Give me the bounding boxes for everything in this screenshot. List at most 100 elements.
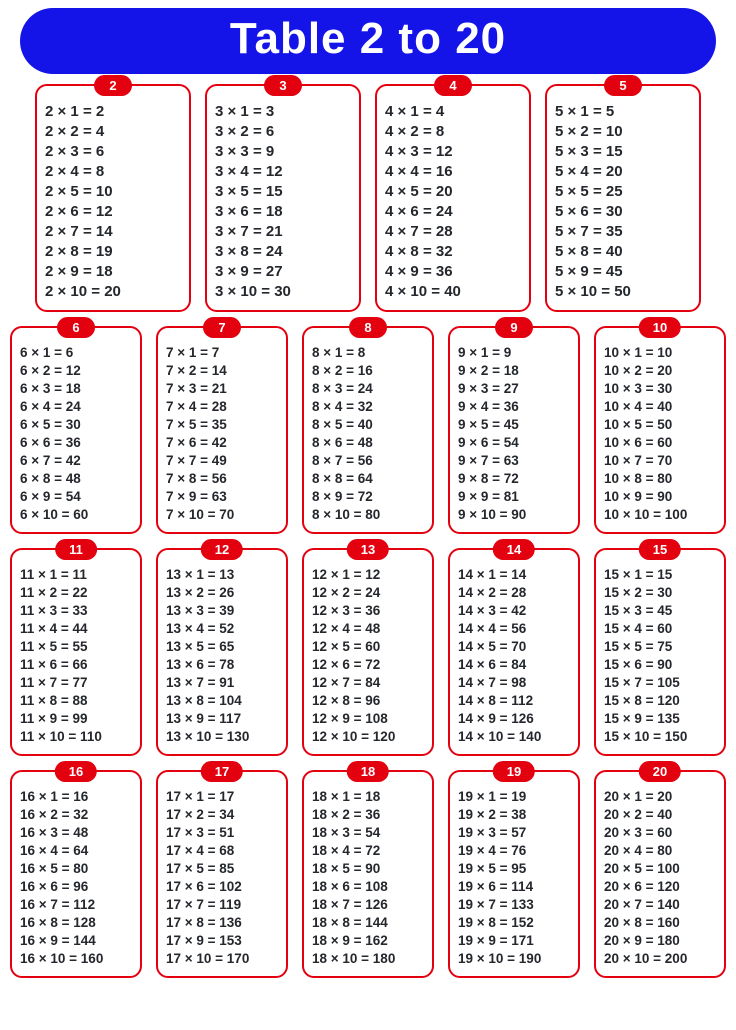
table-card-4: 44 × 1 = 44 × 2 = 84 × 3 = 124 × 4 = 164… xyxy=(375,84,531,312)
table-line: 4 × 6 = 24 xyxy=(385,202,521,222)
table-line: 20 × 5 = 100 xyxy=(604,860,716,878)
table-line: 18 × 1 = 18 xyxy=(312,788,424,806)
table-line: 15 × 2 = 30 xyxy=(604,584,716,602)
table-card-7: 77 × 1 = 77 × 2 = 147 × 3 = 217 × 4 = 28… xyxy=(156,326,288,534)
table-card-6: 66 × 1 = 66 × 2 = 126 × 3 = 186 × 4 = 24… xyxy=(10,326,142,534)
table-badge: 20 xyxy=(639,761,681,782)
table-line: 4 × 9 = 36 xyxy=(385,262,521,282)
table-line: 18 × 5 = 90 xyxy=(312,860,424,878)
table-line: 11 × 10 = 110 xyxy=(20,728,132,746)
table-line: 9 × 2 = 18 xyxy=(458,362,570,380)
table-line: 14 × 7 = 98 xyxy=(458,674,570,692)
table-line: 3 × 5 = 15 xyxy=(215,182,351,202)
table-line: 17 × 6 = 102 xyxy=(166,878,278,896)
table-line: 19 × 4 = 76 xyxy=(458,842,570,860)
table-line: 6 × 10 = 60 xyxy=(20,506,132,524)
table-line: 17 × 3 = 51 xyxy=(166,824,278,842)
table-badge: 5 xyxy=(604,75,642,96)
table-line: 4 × 3 = 12 xyxy=(385,142,521,162)
table-line: 9 × 5 = 45 xyxy=(458,416,570,434)
table-lines: 3 × 1 = 33 × 2 = 63 × 3 = 93 × 4 = 123 ×… xyxy=(215,102,351,302)
table-lines: 18 × 1 = 1818 × 2 = 3618 × 3 = 5418 × 4 … xyxy=(312,788,424,968)
table-badge: 3 xyxy=(264,75,302,96)
table-line: 18 × 10 = 180 xyxy=(312,950,424,968)
table-badge: 19 xyxy=(493,761,535,782)
table-row: 1616 × 1 = 1616 × 2 = 3216 × 3 = 4816 × … xyxy=(10,770,726,978)
table-line: 19 × 7 = 133 xyxy=(458,896,570,914)
table-line: 14 × 6 = 84 xyxy=(458,656,570,674)
table-line: 13 × 1 = 13 xyxy=(166,566,278,584)
table-line: 11 × 1 = 11 xyxy=(20,566,132,584)
table-line: 2 × 8 = 19 xyxy=(45,242,181,262)
table-card-8: 88 × 1 = 88 × 2 = 168 × 3 = 248 × 4 = 32… xyxy=(302,326,434,534)
table-badge: 8 xyxy=(349,317,387,338)
table-line: 13 × 10 = 130 xyxy=(166,728,278,746)
table-line: 4 × 1 = 4 xyxy=(385,102,521,122)
table-line: 20 × 1 = 20 xyxy=(604,788,716,806)
table-line: 3 × 8 = 24 xyxy=(215,242,351,262)
table-line: 19 × 8 = 152 xyxy=(458,914,570,932)
table-line: 18 × 3 = 54 xyxy=(312,824,424,842)
table-line: 8 × 4 = 32 xyxy=(312,398,424,416)
table-line: 9 × 4 = 36 xyxy=(458,398,570,416)
table-badge: 4 xyxy=(434,75,472,96)
table-card-19: 1919 × 1 = 1919 × 2 = 3819 × 3 = 5719 × … xyxy=(448,770,580,978)
table-lines: 16 × 1 = 1616 × 2 = 3216 × 3 = 4816 × 4 … xyxy=(20,788,132,968)
table-lines: 6 × 1 = 66 × 2 = 126 × 3 = 186 × 4 = 246… xyxy=(20,344,132,524)
table-card-14: 1414 × 1 = 1414 × 2 = 2814 × 3 = 4214 × … xyxy=(448,548,580,756)
table-line: 14 × 9 = 126 xyxy=(458,710,570,728)
table-line: 6 × 7 = 42 xyxy=(20,452,132,470)
table-line: 15 × 10 = 150 xyxy=(604,728,716,746)
table-lines: 10 × 1 = 1010 × 2 = 2010 × 3 = 3010 × 4 … xyxy=(604,344,716,524)
table-line: 19 × 5 = 95 xyxy=(458,860,570,878)
table-line: 3 × 9 = 27 xyxy=(215,262,351,282)
table-line: 10 × 9 = 90 xyxy=(604,488,716,506)
table-badge: 2 xyxy=(94,75,132,96)
table-line: 15 × 8 = 120 xyxy=(604,692,716,710)
table-card-16: 1616 × 1 = 1616 × 2 = 3216 × 3 = 4816 × … xyxy=(10,770,142,978)
table-line: 16 × 3 = 48 xyxy=(20,824,132,842)
table-line: 20 × 4 = 80 xyxy=(604,842,716,860)
table-line: 17 × 2 = 34 xyxy=(166,806,278,824)
table-line: 15 × 1 = 15 xyxy=(604,566,716,584)
table-line: 4 × 5 = 20 xyxy=(385,182,521,202)
table-line: 13 × 9 = 117 xyxy=(166,710,278,728)
table-badge: 17 xyxy=(201,761,243,782)
table-line: 6 × 8 = 48 xyxy=(20,470,132,488)
table-line: 7 × 4 = 28 xyxy=(166,398,278,416)
table-line: 12 × 9 = 108 xyxy=(312,710,424,728)
table-line: 20 × 6 = 120 xyxy=(604,878,716,896)
table-line: 13 × 7 = 91 xyxy=(166,674,278,692)
tables-container: 22 × 1 = 22 × 2 = 42 × 3 = 62 × 4 = 82 ×… xyxy=(10,84,726,978)
table-line: 3 × 1 = 3 xyxy=(215,102,351,122)
table-line: 15 × 3 = 45 xyxy=(604,602,716,620)
table-badge: 12 xyxy=(201,539,243,560)
table-lines: 2 × 1 = 22 × 2 = 42 × 3 = 62 × 4 = 82 × … xyxy=(45,102,181,302)
table-line: 16 × 6 = 96 xyxy=(20,878,132,896)
table-card-2: 22 × 1 = 22 × 2 = 42 × 3 = 62 × 4 = 82 ×… xyxy=(35,84,191,312)
table-line: 2 × 2 = 4 xyxy=(45,122,181,142)
table-line: 4 × 2 = 8 xyxy=(385,122,521,142)
table-line: 10 × 4 = 40 xyxy=(604,398,716,416)
table-line: 5 × 7 = 35 xyxy=(555,222,691,242)
table-line: 7 × 6 = 42 xyxy=(166,434,278,452)
table-line: 13 × 4 = 52 xyxy=(166,620,278,638)
table-line: 6 × 6 = 36 xyxy=(20,434,132,452)
table-lines: 15 × 1 = 1515 × 2 = 3015 × 3 = 4515 × 4 … xyxy=(604,566,716,746)
table-lines: 13 × 1 = 1313 × 2 = 2613 × 3 = 3913 × 4 … xyxy=(166,566,278,746)
table-line: 8 × 2 = 16 xyxy=(312,362,424,380)
table-line: 6 × 4 = 24 xyxy=(20,398,132,416)
table-line: 2 × 10 = 20 xyxy=(45,282,181,302)
table-line: 20 × 10 = 200 xyxy=(604,950,716,968)
table-line: 4 × 7 = 28 xyxy=(385,222,521,242)
table-card-11: 1111 × 1 = 1111 × 2 = 2211 × 3 = 3311 × … xyxy=(10,548,142,756)
table-line: 9 × 7 = 63 xyxy=(458,452,570,470)
table-line: 4 × 10 = 40 xyxy=(385,282,521,302)
table-line: 10 × 3 = 30 xyxy=(604,380,716,398)
table-badge: 15 xyxy=(639,539,681,560)
table-line: 5 × 8 = 40 xyxy=(555,242,691,262)
table-badge: 10 xyxy=(639,317,681,338)
table-line: 19 × 9 = 171 xyxy=(458,932,570,950)
table-line: 8 × 3 = 24 xyxy=(312,380,424,398)
table-line: 11 × 9 = 99 xyxy=(20,710,132,728)
